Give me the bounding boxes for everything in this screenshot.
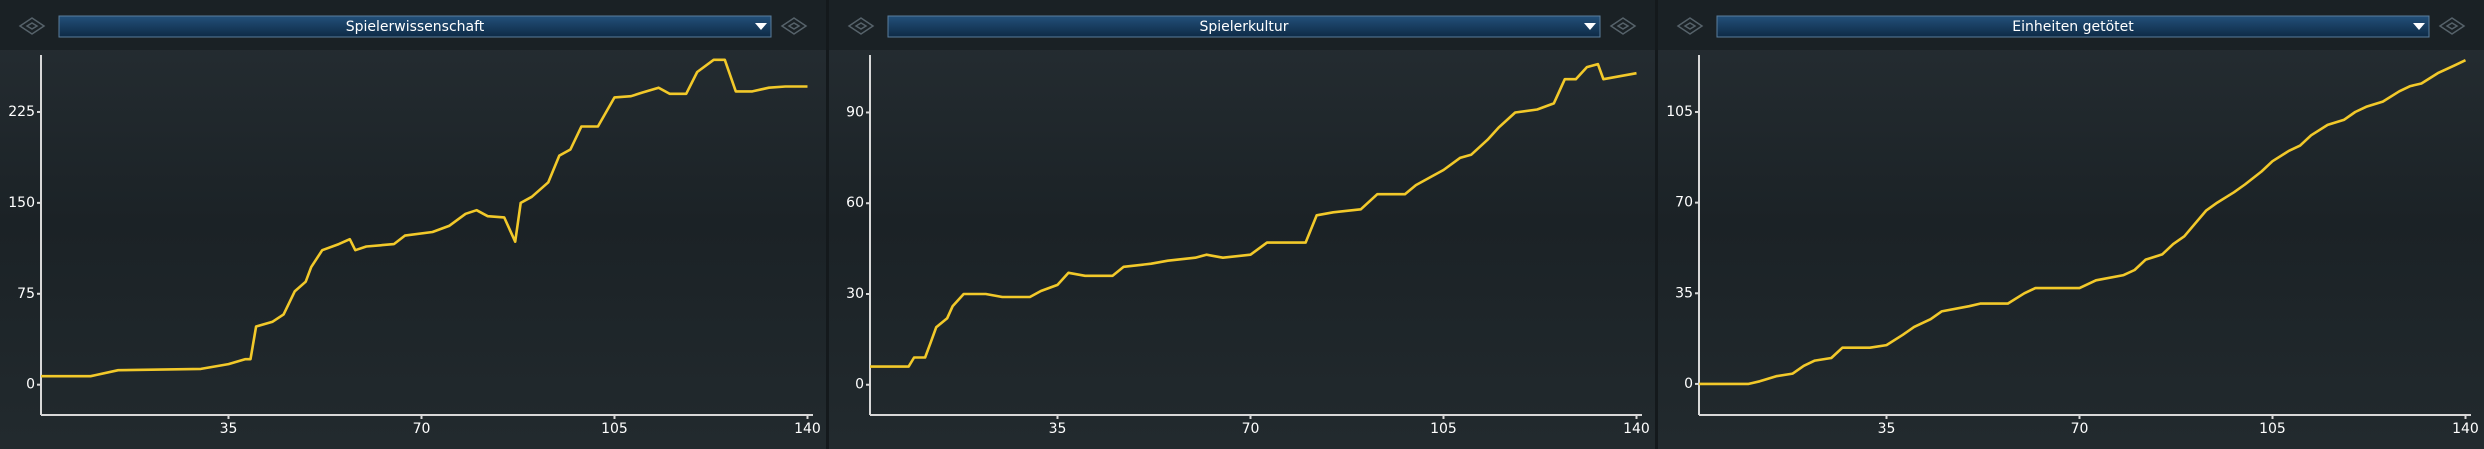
data-line xyxy=(41,58,808,378)
x-tick-label: 35 xyxy=(1878,421,1896,437)
dropdown[interactable]: Spielerkultur xyxy=(887,15,1601,38)
chart-panel: Spielerwissenschaft 0 75 150 225 35 70 105 140 xyxy=(0,0,826,449)
chart-title: Spielerwissenschaft xyxy=(346,19,485,35)
y-tick-label: 30 xyxy=(846,286,864,302)
x-tick-label: 140 xyxy=(794,421,821,437)
chart-title: Einheiten getötet xyxy=(2012,19,2134,35)
dropdown-box[interactable] xyxy=(58,15,772,38)
data-line xyxy=(1699,59,2467,386)
y-tick-label: 35 xyxy=(1675,285,1693,301)
y-tick-label: 60 xyxy=(846,195,864,211)
x-tick-label: 70 xyxy=(1242,421,1260,437)
chart-panel: Einheiten getötet 0 35 70 105 35 70 105 140 xyxy=(1658,0,2484,449)
ornament xyxy=(2438,17,2466,35)
data-line xyxy=(870,62,1637,368)
ornament xyxy=(1609,17,1637,35)
chart-title: Spielerkultur xyxy=(1199,19,1288,35)
ornament xyxy=(780,17,808,35)
chart-panel: Spielerkultur 0 30 60 90 35 70 105 140 xyxy=(829,0,1655,449)
ornament xyxy=(847,17,875,35)
panel-background xyxy=(829,0,1655,449)
ornament xyxy=(18,17,46,35)
x-tick-label: 35 xyxy=(220,421,238,437)
dropdown-box[interactable] xyxy=(887,15,1601,38)
x-tick-label: 105 xyxy=(2259,421,2286,437)
y-tick-label: 90 xyxy=(846,104,864,120)
dropdown-arrow xyxy=(755,23,767,30)
y-tick-label: 75 xyxy=(17,286,35,302)
dropdown-box[interactable] xyxy=(1716,15,2430,38)
y-tick-label: 105 xyxy=(1666,104,1693,120)
y-tick-label: 0 xyxy=(1684,376,1693,392)
dropdown[interactable]: Spielerwissenschaft xyxy=(58,15,772,38)
x-tick-label: 70 xyxy=(2071,421,2089,437)
dropdown[interactable]: Einheiten getötet xyxy=(1716,15,2430,38)
dropdown-arrow xyxy=(1584,23,1596,30)
x-tick-label: 70 xyxy=(413,421,431,437)
y-tick-label: 150 xyxy=(8,195,35,211)
y-tick-label: 70 xyxy=(1675,195,1693,211)
x-tick-label: 140 xyxy=(2452,421,2479,437)
x-tick-label: 105 xyxy=(601,421,628,437)
panel-background xyxy=(1658,0,2484,449)
dropdown-arrow xyxy=(2413,23,2425,30)
y-tick-label: 0 xyxy=(26,377,35,393)
y-tick-label: 0 xyxy=(855,377,864,393)
x-tick-label: 140 xyxy=(1623,421,1650,437)
y-tick-label: 225 xyxy=(8,104,35,120)
x-tick-label: 105 xyxy=(1430,421,1457,437)
x-tick-label: 35 xyxy=(1049,421,1067,437)
panel-background xyxy=(0,0,826,449)
ornament xyxy=(1676,17,1704,35)
